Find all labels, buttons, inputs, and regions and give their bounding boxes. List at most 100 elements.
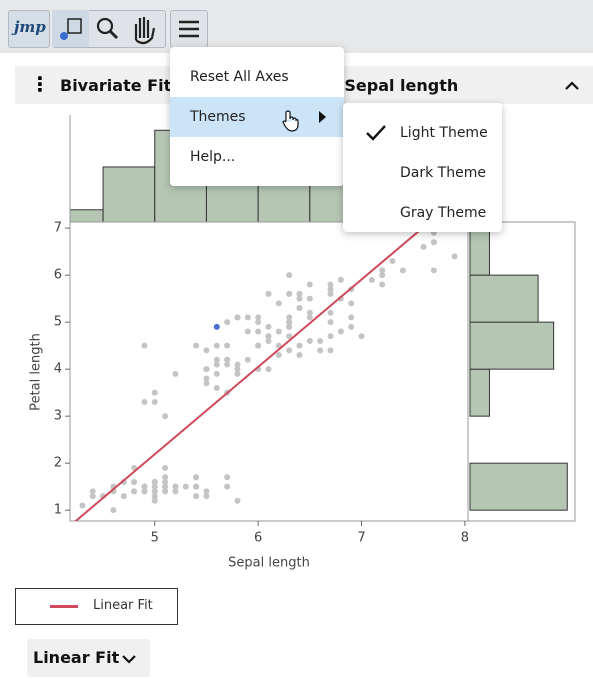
hand-tool[interactable] — [134, 17, 156, 45]
menu-highlight — [170, 97, 344, 137]
point — [296, 305, 303, 312]
point — [193, 474, 200, 481]
point — [244, 314, 251, 321]
point — [348, 323, 355, 330]
point — [193, 483, 200, 490]
point — [89, 488, 96, 495]
point — [337, 328, 344, 335]
point — [379, 281, 386, 288]
point — [327, 333, 334, 340]
point — [286, 290, 293, 297]
menu-item[interactable]: Help... — [190, 149, 236, 165]
point — [151, 399, 158, 406]
point — [244, 328, 251, 335]
point — [141, 342, 148, 349]
collapse[interactable] — [562, 76, 582, 96]
point — [389, 258, 396, 265]
points — [74, 222, 458, 521]
point — [327, 290, 334, 297]
point — [265, 366, 272, 373]
point — [327, 281, 334, 288]
outline-button[interactable]: Linear Fit — [27, 639, 150, 677]
point — [317, 337, 324, 344]
point — [306, 337, 313, 344]
point — [110, 507, 117, 514]
point — [348, 300, 355, 307]
zoom-icon — [108, 29, 119, 40]
histogram-bar — [102, 166, 156, 222]
point — [120, 493, 127, 500]
point — [296, 290, 303, 297]
point — [203, 493, 210, 500]
point — [317, 347, 324, 354]
point — [182, 483, 189, 490]
point — [296, 342, 303, 349]
zoom-tool[interactable] — [96, 17, 114, 35]
y-tick-label: 7 — [54, 221, 62, 236]
submenu-item[interactable]: Light Theme — [400, 125, 488, 141]
outline-label: Linear Fit — [33, 648, 120, 667]
point — [296, 352, 303, 359]
point — [213, 384, 220, 391]
fit-line — [74, 222, 432, 521]
point — [162, 474, 169, 481]
menu-button[interactable] — [170, 10, 208, 48]
point — [224, 474, 231, 481]
point — [265, 333, 272, 340]
point — [306, 295, 313, 302]
point — [234, 361, 241, 368]
point — [244, 356, 251, 363]
point — [203, 366, 210, 373]
point — [79, 502, 86, 509]
point — [151, 488, 158, 495]
point — [265, 337, 272, 344]
selection-icon — [67, 18, 82, 34]
x-tick-label: 5 — [151, 531, 159, 546]
histogram-bar — [469, 321, 555, 370]
y-tick-label: 2 — [54, 456, 62, 471]
x-tick-label: 7 — [357, 531, 365, 546]
selection-icon — [60, 32, 68, 40]
point — [255, 328, 262, 335]
y-tick-label: 6 — [54, 268, 62, 283]
point — [286, 323, 293, 330]
tool-icons — [52, 10, 156, 47]
point — [203, 380, 210, 387]
x-tick-label: 8 — [461, 531, 469, 546]
point — [286, 314, 293, 321]
point — [368, 276, 375, 283]
point — [224, 483, 231, 490]
point — [203, 375, 210, 382]
panel-menu[interactable]: ⋮ — [30, 72, 50, 96]
point — [234, 314, 241, 321]
y-tick-label: 3 — [54, 409, 62, 424]
point — [203, 488, 210, 495]
histogram-bar — [469, 462, 568, 511]
point — [224, 356, 231, 363]
submenu: Light Theme Dark Theme Gray Theme — [343, 103, 502, 232]
menu-item[interactable]: Reset All Axes — [190, 69, 289, 85]
point — [327, 319, 334, 326]
point — [151, 483, 158, 490]
hamburger — [179, 20, 199, 38]
point — [151, 478, 158, 485]
y-tick-label: 1 — [54, 503, 62, 518]
legend-label: Linear Fit — [93, 598, 153, 613]
point — [275, 300, 282, 307]
point — [224, 319, 231, 326]
y-axis-label: Petal length — [29, 333, 44, 411]
point — [265, 290, 272, 297]
point — [213, 361, 220, 368]
logo-button[interactable]: jmp — [8, 10, 50, 48]
point — [151, 493, 158, 500]
submenu-item[interactable]: Gray Theme — [400, 205, 487, 221]
point — [255, 314, 262, 321]
point — [358, 333, 365, 340]
point — [451, 253, 458, 260]
point — [275, 328, 282, 335]
point — [306, 314, 313, 321]
selection-tool[interactable] — [52, 10, 89, 47]
menu-item[interactable]: Themes — [190, 109, 246, 125]
logo: jmp — [14, 18, 46, 36]
submenu-item[interactable]: Dark Theme — [400, 165, 486, 181]
